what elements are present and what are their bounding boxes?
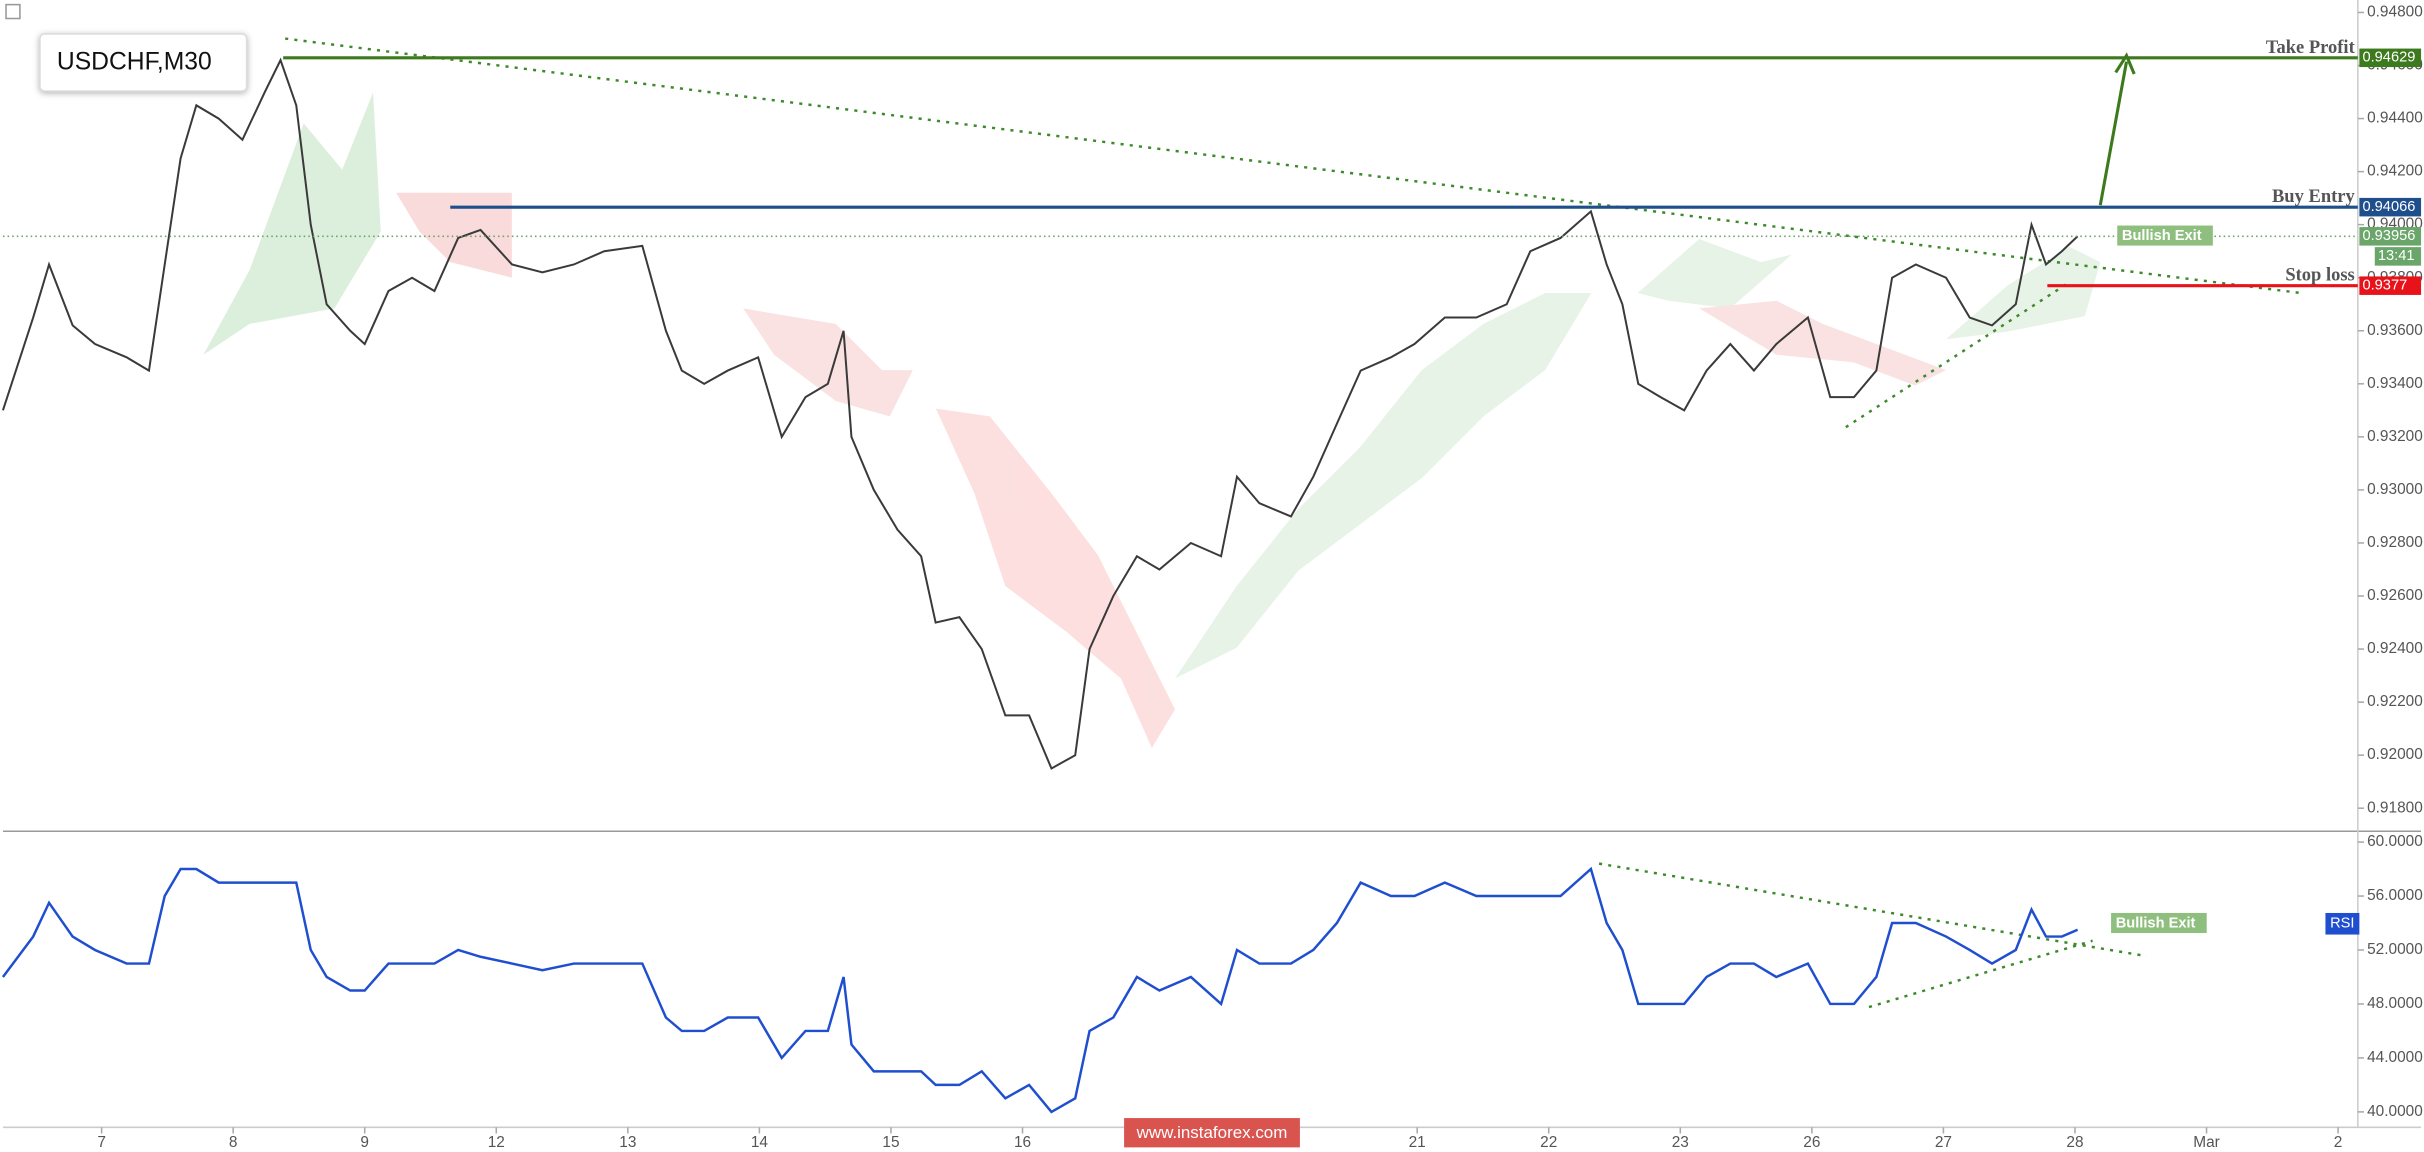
y-tick-label: 40.0000 (2367, 1103, 2423, 1120)
x-tick-label: 28 (2066, 1134, 2083, 1151)
y-tick-label: 0.92600 (2367, 587, 2423, 604)
y-tick-label: 0.93600 (2367, 322, 2423, 339)
level-value: 0.94629 (2362, 50, 2415, 66)
x-tick-label: 7 (97, 1134, 106, 1151)
y-tick-label: 0.94800 (2367, 4, 2423, 21)
symbol-box (39, 33, 248, 92)
target-arrow (2098, 52, 2136, 206)
annotation: Bullish Exit (2116, 916, 2196, 932)
y-tick-label: 0.93400 (2367, 375, 2423, 392)
countdown: 13:41 (2378, 248, 2415, 264)
level-value: 0.94066 (2362, 199, 2415, 215)
x-tick-label: 26 (1803, 1134, 1820, 1151)
x-tick-label: 16 (1014, 1134, 1031, 1151)
x-tick-label: 13 (619, 1134, 636, 1151)
indicator-tag (2325, 912, 2360, 935)
last-price-tag (2359, 227, 2422, 246)
y-tick-label: 0.93000 (2367, 481, 2423, 498)
x-tick-label: 23 (1672, 1134, 1689, 1151)
level-tag (2359, 197, 2422, 217)
level-tag (2359, 48, 2422, 68)
x-tick-label: 12 (488, 1134, 505, 1151)
x-tick-label: 21 (1409, 1134, 1426, 1151)
y-tick-label: 0.91800 (2367, 799, 2423, 816)
symbol-label: USDCHF,M30 (57, 49, 212, 76)
y-tick-label: 56.0000 (2367, 887, 2423, 904)
trendlines (285, 37, 2301, 1009)
y-tick-label: 0.94400 (2367, 110, 2423, 127)
y-tick-label: 0.92400 (2367, 640, 2423, 657)
last-price-value: 0.93956 (2362, 228, 2415, 244)
y-tick-label: 0.93200 (2367, 428, 2423, 445)
ichimoku-cloud (203, 92, 2101, 748)
level-value: 0.9377 (2362, 278, 2407, 294)
y-tick-label: 48.0000 (2367, 995, 2423, 1012)
level-name: Buy Entry (2272, 187, 2356, 207)
y-tick-label: 52.0000 (2367, 941, 2423, 958)
watermark-box (1124, 1118, 1300, 1148)
level-name: Take Profit (2266, 38, 2356, 58)
x-tick-label: 22 (1540, 1134, 1557, 1151)
annotation-box (2117, 225, 2213, 246)
price-line (1, 57, 2079, 770)
y-tick-label: 0.92800 (2367, 534, 2423, 551)
annotation: Bullish Exit (2122, 228, 2202, 244)
x-tick-label: 27 (1935, 1134, 1952, 1151)
countdown-tag (2374, 247, 2422, 266)
level-tag (2359, 276, 2422, 295)
indicator-label: RSI (2330, 916, 2354, 932)
y-tick-label: 0.92200 (2367, 693, 2423, 710)
annotation-box (2111, 912, 2207, 934)
y-tick-label: 0.92000 (2367, 746, 2423, 763)
x-tick-label: Mar (2193, 1134, 2220, 1151)
x-tick-label: 9 (360, 1134, 369, 1151)
x-tick-label: 14 (751, 1134, 769, 1151)
x-tick-label: 2 (2334, 1134, 2343, 1151)
y-tick-label: 0.94200 (2367, 163, 2423, 180)
corner-icon (5, 3, 21, 20)
price-line (1, 866, 2079, 1114)
y-tick-label: 60.0000 (2367, 833, 2423, 850)
y-tick-label: 44.0000 (2367, 1049, 2423, 1066)
watermark: www.instaforex.com (1136, 1123, 1288, 1142)
x-tick-label: 15 (882, 1134, 899, 1151)
level-name: Stop loss (2285, 266, 2354, 286)
x-tick-label: 8 (229, 1134, 238, 1151)
